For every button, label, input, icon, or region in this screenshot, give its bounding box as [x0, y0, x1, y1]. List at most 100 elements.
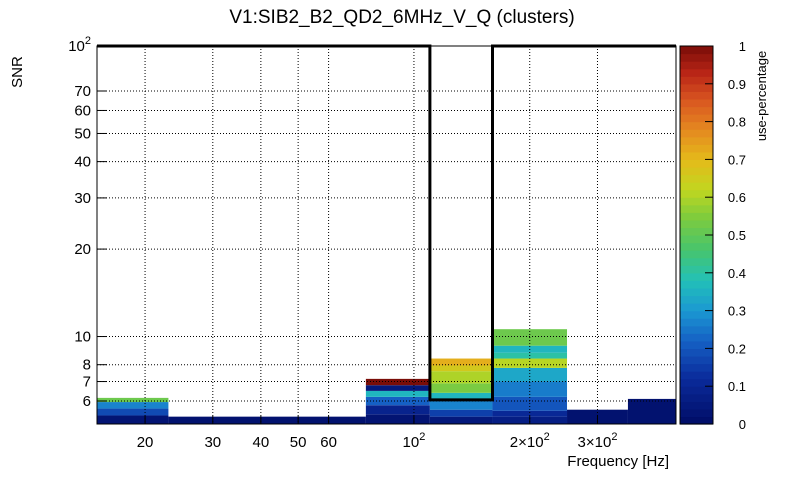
colorbar-band-26 — [680, 219, 713, 229]
x-tick-label-5: 102 — [403, 431, 426, 451]
x-tick-label-0-base: 20 — [137, 434, 154, 451]
heatmap-cell-18 — [429, 358, 493, 366]
heatmap-cell-24 — [492, 358, 568, 368]
heatmap-cell-9 — [365, 385, 430, 391]
plot-frame — [96, 45, 677, 425]
heatmap-cell-20 — [492, 410, 568, 417]
colorbar-band-31 — [680, 182, 713, 191]
y-tick-label-3: 10 — [74, 329, 91, 346]
colorbar-band-43 — [680, 91, 713, 100]
x-tick-label-7-exponent: 2 — [611, 431, 617, 443]
y-tick-label-3-base: 10 — [74, 329, 91, 346]
y-tick-label-10-base: 10 — [68, 38, 85, 55]
colorbar-band-8 — [680, 355, 713, 365]
heatmap-cell-12 — [429, 409, 493, 417]
colorbar-band-38 — [680, 129, 713, 138]
y-tick-label-7-base: 50 — [74, 125, 91, 142]
heatmap-cell-11 — [429, 416, 493, 424]
x-tick-label-1: 30 — [204, 434, 221, 451]
colorbar-band-39 — [680, 121, 713, 130]
y-tick-label-6: 40 — [74, 154, 91, 171]
colorbar-band-13 — [680, 318, 713, 327]
x-tick-label-1-base: 30 — [204, 434, 221, 451]
y-tick-label-7: 50 — [74, 125, 91, 142]
x-tick-label-7: 3×102 — [578, 431, 618, 451]
colorbar-label: use-percentage — [754, 51, 769, 141]
colorbar-band-49 — [680, 46, 713, 55]
colorbar-tick-label-8: 0.8 — [728, 115, 746, 130]
y-tick-label-5-base: 30 — [74, 190, 91, 207]
colorbar-band-35 — [680, 151, 713, 160]
heatmap-cell-6 — [365, 405, 430, 415]
colorbar-band-16 — [680, 295, 713, 304]
y-tick-label-5: 30 — [74, 190, 91, 207]
colorbar-band-30 — [680, 189, 713, 198]
heatmap-cell-5 — [365, 414, 430, 424]
colorbar-band-14 — [680, 310, 713, 319]
x-tick-label-3-base: 50 — [290, 434, 307, 451]
heatmap-cell-13 — [429, 400, 493, 410]
colorbar: 0 0.1 0.2 0.3 0.4 0.5 0.6 0.7 0.8 0.9 1 — [679, 39, 746, 432]
heatmap-cell-15 — [429, 383, 493, 393]
colorbar-band-5 — [680, 378, 713, 387]
y-tick-label-8: 60 — [74, 102, 91, 119]
colorbar-band-0 — [680, 416, 713, 425]
heatmap-cell-8 — [365, 390, 430, 397]
y-tick-label-0: 6 — [83, 393, 91, 410]
x-tick-label-6-base: 2×10 — [510, 434, 544, 451]
colorbar-band-25 — [680, 227, 713, 236]
heatmap-cell-17 — [429, 365, 493, 372]
colorbar-band-19 — [680, 272, 713, 281]
colorbar-band-44 — [680, 83, 713, 92]
colorbar-band-15 — [680, 303, 713, 312]
colorbar-tick-label-0: 0 — [739, 417, 746, 432]
y-tick-label-6-base: 40 — [74, 154, 91, 171]
colorbar-tick-label-10: 1 — [739, 39, 746, 54]
colorbar-tick-label-7: 0.7 — [728, 152, 746, 167]
x-axis-label: Frequency [Hz] — [567, 453, 669, 470]
colorbar-band-22 — [680, 250, 713, 259]
plot-border — [96, 45, 677, 425]
colorbar-band-3 — [680, 393, 713, 402]
colorbar-tick-label-1: 0.1 — [728, 379, 746, 394]
y-tick-label-4-base: 20 — [74, 241, 91, 258]
heatmap-cell-3 — [97, 397, 169, 403]
colorbar-tick-label-5: 0.5 — [728, 228, 746, 243]
y-axis-label: SNR — [9, 56, 26, 88]
colorbar-band-34 — [680, 159, 713, 168]
x-axis-ticks: 20 30 40 50 60 102 2×102 3×102 — [137, 416, 618, 451]
grid-lines — [97, 45, 676, 424]
colorbar-tick-label-6: 0.6 — [728, 190, 746, 205]
heatmap-cell-2 — [97, 402, 169, 409]
heatmap-cell-16 — [429, 371, 493, 384]
colorbar-band-33 — [680, 166, 713, 176]
heatmap-cell-1 — [97, 408, 169, 416]
heatmap-cells — [97, 329, 676, 424]
x-tick-label-4: 60 — [320, 434, 337, 451]
colorbar-band-20 — [680, 265, 713, 274]
heatmap-cell-23 — [492, 367, 568, 382]
heatmap-cell-0 — [97, 415, 169, 424]
colorbar-tick-label-4: 0.4 — [728, 266, 746, 281]
colorbar-band-23 — [680, 242, 713, 251]
x-tick-label-7-base: 3×10 — [578, 434, 612, 451]
colorbar-band-7 — [680, 363, 713, 372]
threshold-line — [97, 44, 676, 402]
colorbar-band-11 — [680, 333, 713, 342]
chart-title: V1:SIB2_B2_QD2_6MHz_V_Q (clusters) — [229, 7, 574, 28]
colorbar-tick-label-3: 0.3 — [728, 304, 746, 319]
x-tick-label-5-base: 10 — [403, 434, 420, 451]
colorbar-band-21 — [680, 257, 713, 266]
colorbar-band-2 — [680, 401, 713, 410]
heatmap-cell-4 — [168, 416, 366, 424]
colorbar-band-1 — [680, 408, 713, 418]
colorbar-band-47 — [680, 61, 713, 70]
x-tick-label-3: 50 — [290, 434, 307, 451]
colorbar-band-32 — [680, 174, 713, 183]
y-tick-label-0-base: 6 — [83, 393, 91, 410]
y-tick-label-8-base: 60 — [74, 102, 91, 119]
heatmap-cell-22 — [492, 381, 568, 397]
